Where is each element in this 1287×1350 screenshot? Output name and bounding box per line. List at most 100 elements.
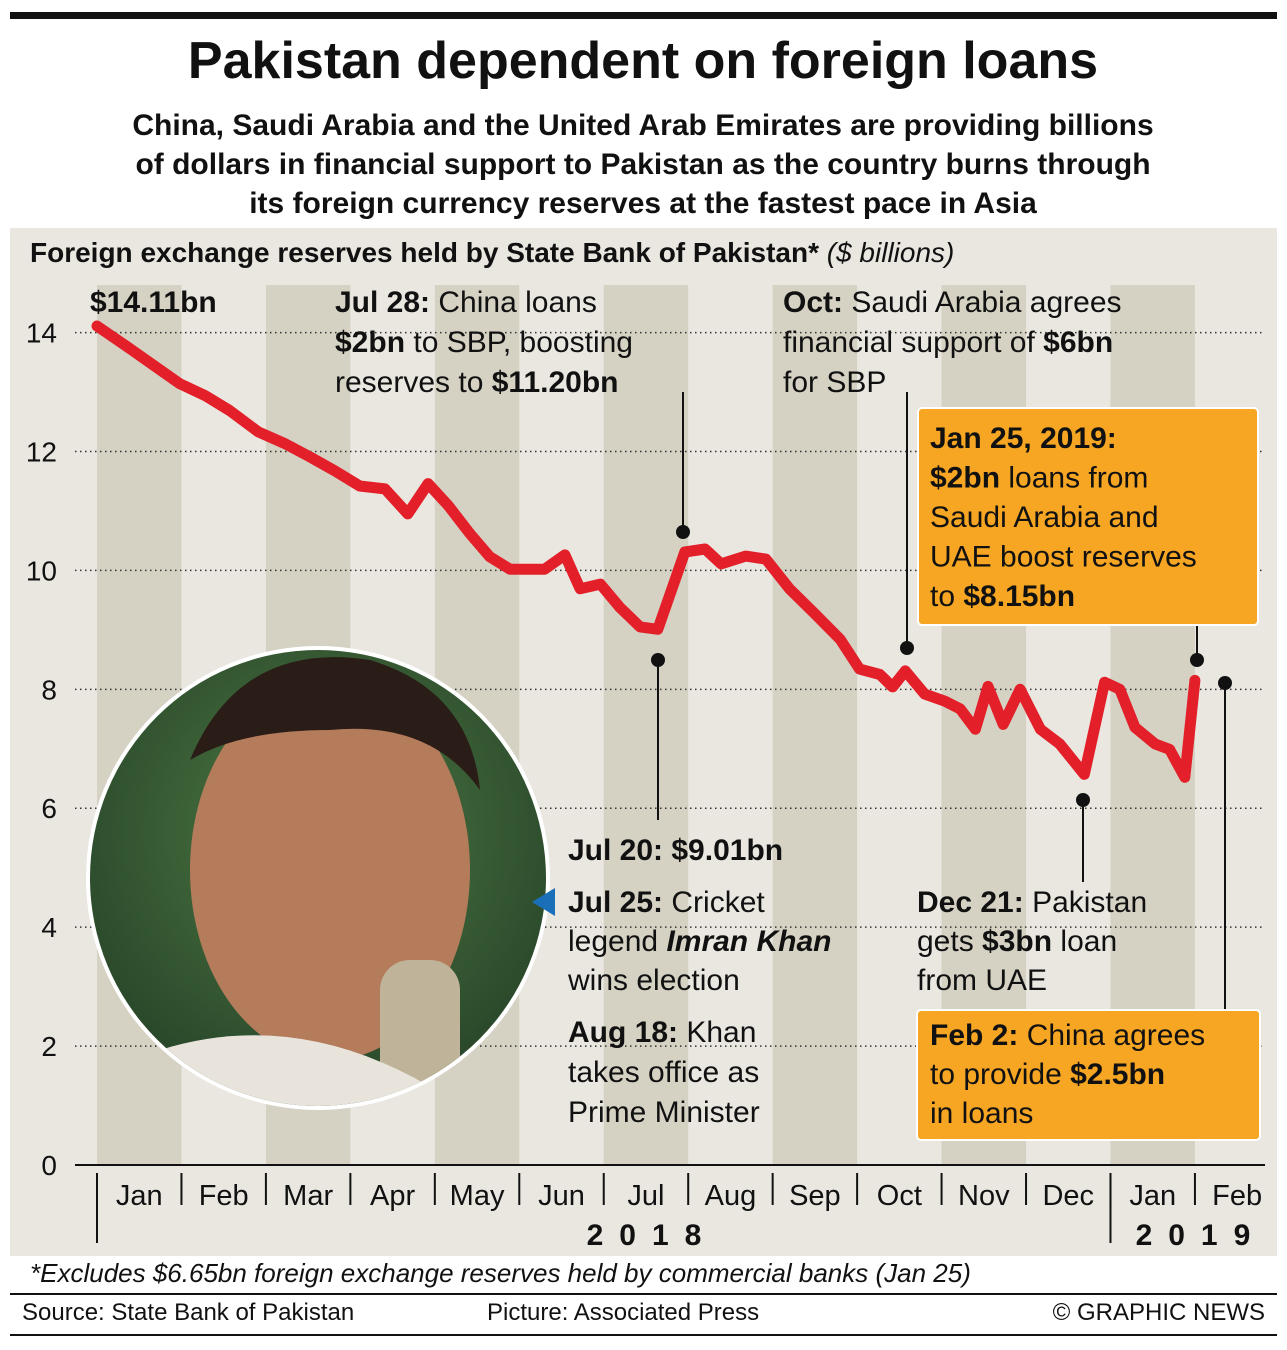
subtitle: China, Saudi Arabia and the United Arab … bbox=[132, 109, 1153, 142]
annotation-line: to provide $2.5bn bbox=[930, 1058, 1165, 1091]
annotation-text: takes office as bbox=[568, 1056, 759, 1089]
y-tick-label: 10 bbox=[26, 555, 57, 586]
annotation-line: $2bn to SBP, boosting bbox=[335, 326, 633, 359]
month-band bbox=[772, 285, 858, 1165]
annotation-text: $8.15bn bbox=[963, 580, 1075, 613]
annotation-text: Imran Khan bbox=[666, 925, 831, 958]
pointer-dot bbox=[1218, 676, 1232, 690]
month-band bbox=[603, 285, 689, 1165]
annotation-text: China agrees bbox=[1018, 1019, 1205, 1052]
annotation-line: Jul 20: $9.01bn bbox=[568, 834, 783, 867]
x-tick-label: May bbox=[450, 1180, 505, 1212]
source: Source: State Bank of Pakistan bbox=[22, 1299, 354, 1326]
annotation-text: loan bbox=[1052, 925, 1117, 958]
annotation-line: Dec 21: Pakistan bbox=[917, 886, 1147, 919]
annotation-text: to provide bbox=[930, 1058, 1070, 1091]
rule bbox=[10, 1293, 1277, 1295]
annotation-text: Khan bbox=[678, 1016, 756, 1049]
annotation-line: Jul 28: China loans bbox=[335, 286, 597, 319]
annotation-line: UAE boost reserves bbox=[930, 541, 1197, 574]
x-tick-label: Jan bbox=[116, 1180, 163, 1212]
unit-label: ($ billions) bbox=[827, 237, 955, 268]
subtitle: of dollars in financial support to Pakis… bbox=[135, 148, 1150, 181]
annotation-text: Cricket bbox=[663, 886, 765, 919]
reserves-line bbox=[91, 320, 1201, 783]
annotation-text: Jul 25: bbox=[568, 886, 663, 919]
annotation-text: $2bn bbox=[930, 462, 1000, 495]
rule bbox=[10, 1334, 1277, 1336]
annotation-text: Saudi Arabia and bbox=[930, 501, 1159, 534]
annotation-line: from UAE bbox=[917, 964, 1047, 997]
annotation-text: for SBP bbox=[783, 366, 886, 399]
top-rule bbox=[10, 12, 1277, 19]
annotation-line: financial support of $6bn bbox=[783, 326, 1113, 359]
annotation-text: $2bn bbox=[335, 326, 405, 359]
x-tick-label: Feb bbox=[1212, 1180, 1262, 1212]
annotation-text: Dec 21: bbox=[917, 886, 1024, 919]
highlight-box bbox=[916, 1009, 1261, 1141]
annotation-line: for SBP bbox=[783, 366, 886, 399]
annotation-text: Aug 18: bbox=[568, 1016, 678, 1049]
annotation-text: to bbox=[930, 580, 963, 613]
annotation-text: financial support of bbox=[783, 326, 1043, 359]
pointer-dot bbox=[651, 653, 665, 667]
y-tick-label: 0 bbox=[41, 1150, 57, 1181]
annotation-line: gets $3bn loan bbox=[917, 925, 1117, 958]
annotation-text: Oct: bbox=[783, 286, 843, 319]
annotation-line: in loans bbox=[930, 1097, 1033, 1130]
annotation-line: wins election bbox=[567, 964, 740, 997]
y-tick-label: 4 bbox=[41, 912, 57, 943]
annotation-text: in loans bbox=[930, 1097, 1033, 1130]
annotation-line: $14.11bn bbox=[90, 286, 217, 319]
annotation-text: $2.5bn bbox=[1070, 1058, 1165, 1091]
x-tick-label: Sep bbox=[789, 1180, 841, 1212]
chart-title: Pakistan dependent on foreign loans bbox=[188, 32, 1098, 90]
annotation-text: to SBP, boosting bbox=[405, 326, 633, 359]
year-label: 2019 bbox=[1136, 1219, 1267, 1252]
annotation-text: $14.11bn bbox=[90, 286, 217, 319]
credit: Picture: Associated Press bbox=[487, 1299, 759, 1326]
x-tick-label: Jan bbox=[1129, 1180, 1176, 1212]
annotation-line: Jan 25, 2019: bbox=[930, 422, 1117, 455]
annotation-text: $6bn bbox=[1043, 326, 1113, 359]
annotations: $14.11bn Jul 28: China loans $2bn to SBP, … bbox=[90, 286, 1261, 1141]
footnote: *Excludes $6.65bn foreign exchange reser… bbox=[30, 1258, 971, 1288]
x-tick-label: Dec bbox=[1042, 1180, 1094, 1212]
annotation-text: China loans bbox=[430, 286, 597, 319]
annotation-text: $3bn bbox=[982, 925, 1052, 958]
annotation-line: reserves to $11.20bn bbox=[335, 366, 619, 399]
x-tick-label: Oct bbox=[877, 1180, 922, 1212]
annotation-line: takes office as bbox=[568, 1056, 759, 1089]
annotation-text: Saudi Arabia agrees bbox=[843, 286, 1122, 319]
annotation-text: Jul 28: bbox=[335, 286, 430, 319]
annotation-text: legend bbox=[568, 925, 666, 958]
pointer-dot bbox=[900, 641, 914, 655]
x-tick-label: Aug bbox=[705, 1180, 757, 1212]
subtitle: its foreign currency reserves at the fas… bbox=[249, 187, 1037, 220]
annotation-text: Jan 25, 2019: bbox=[930, 422, 1117, 455]
pointer-dot bbox=[1076, 793, 1090, 807]
annotation-text: wins election bbox=[567, 964, 740, 997]
annotation-line: Aug 18: Khan bbox=[568, 1016, 756, 1049]
annotation-line: to $8.15bn bbox=[930, 580, 1075, 613]
annotation-text: Prime Minister bbox=[568, 1096, 760, 1129]
annotation-line: Prime Minister bbox=[568, 1096, 760, 1129]
annotation-text: $11.20bn bbox=[492, 366, 619, 399]
x-tick-label: Feb bbox=[199, 1180, 249, 1212]
x-tick-label: Apr bbox=[370, 1180, 415, 1212]
annotation-text: Pakistan bbox=[1024, 886, 1147, 919]
y-tick-label: 6 bbox=[41, 793, 57, 824]
photo-hair bbox=[190, 657, 480, 790]
x-tick-label: Mar bbox=[283, 1180, 333, 1212]
y-tick-label: 14 bbox=[26, 318, 57, 349]
chart-subtitle: Foreign exchange reserves held by State … bbox=[30, 237, 819, 268]
annotation-line: legend Imran Khan bbox=[568, 925, 831, 958]
annotation-text: loans from bbox=[1000, 462, 1148, 495]
annotation-text: Feb 2: bbox=[930, 1019, 1018, 1052]
annotation-line: Jul 25: Cricket bbox=[568, 886, 765, 919]
annotation-line: Feb 2: China agrees bbox=[930, 1019, 1205, 1052]
pointer-dot bbox=[1190, 653, 1204, 667]
x-tick-label: Jul bbox=[627, 1180, 664, 1212]
annotation-line: $2bn loans from bbox=[930, 462, 1148, 495]
